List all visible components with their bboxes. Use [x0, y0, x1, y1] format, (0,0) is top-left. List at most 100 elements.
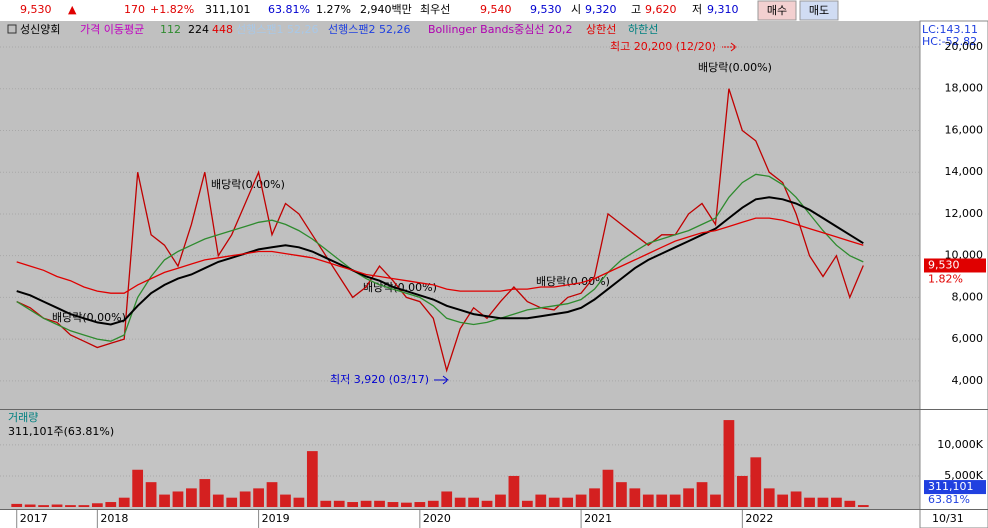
volume-bar — [763, 488, 775, 507]
volume-bar — [804, 497, 815, 507]
low: 9,310 — [707, 3, 739, 16]
volume-bar — [495, 494, 506, 507]
last-price-box — [924, 258, 986, 273]
volume-bar — [186, 488, 197, 507]
volume-bar — [669, 494, 681, 507]
volume-subtitle: 311,101주(63.81%) — [8, 425, 114, 438]
volume-bar — [199, 479, 211, 507]
volume-bar — [508, 475, 520, 507]
y-tick-label: 16,000 — [945, 123, 984, 136]
volume-bar — [857, 505, 869, 507]
volume-bar — [602, 469, 614, 507]
volume-bar — [172, 491, 184, 507]
ma-line — [16, 196, 864, 326]
x-tick-label: 2020 — [423, 512, 451, 525]
sell-label[interactable]: 매도 — [809, 4, 829, 17]
dividend-note: 배당락(0.00%) — [211, 178, 285, 191]
volume-bar — [790, 491, 802, 507]
legend-entry: 448 — [212, 23, 233, 36]
y-tick-label: 18,000 — [945, 82, 984, 95]
legend-upper: 상한선 — [586, 23, 616, 36]
volume-bar — [656, 494, 668, 507]
last-price-pct: 1.82% — [928, 272, 963, 285]
sell-button[interactable] — [799, 0, 839, 21]
change-pct: +1.82% — [150, 3, 194, 16]
volume-bar — [360, 500, 372, 507]
low-label: 저 — [692, 3, 702, 16]
hc-label: HC:-52.82 — [922, 35, 977, 48]
volume-bar — [145, 482, 157, 507]
volume-bar — [78, 505, 90, 507]
volume-bar — [562, 497, 574, 507]
open: 9,320 — [585, 3, 617, 16]
volume-bar — [24, 504, 36, 507]
volume-bar — [468, 497, 479, 507]
x-tick-label: 2017 — [20, 512, 48, 525]
volume-bar — [616, 482, 627, 507]
volume: 311,101 — [205, 3, 251, 16]
ma-line — [16, 173, 864, 342]
dividend-note: 배당락(0.00%) — [363, 281, 437, 294]
volume-bar — [212, 494, 224, 507]
price: 9,530 — [20, 3, 52, 16]
bid: 9,530 — [530, 3, 562, 16]
volume-bar — [683, 488, 694, 507]
volume-bar — [118, 497, 130, 507]
ask: 9,540 — [480, 3, 512, 16]
volume-bar — [548, 497, 560, 507]
volume-bar — [239, 491, 251, 507]
legend-entry: 112 — [160, 23, 181, 36]
open-label: 시 — [571, 3, 581, 16]
x-tick-label: 2021 — [584, 512, 612, 525]
y-tick-label: 10,000K — [937, 438, 983, 451]
high-label: 고 — [631, 3, 641, 16]
volume-bar — [401, 502, 412, 507]
volume-bar — [280, 494, 291, 507]
volume-bar — [374, 500, 385, 507]
volume-bar — [521, 500, 533, 507]
ma-line — [16, 217, 864, 294]
volume-bar — [226, 497, 238, 507]
last-price-label: 9,530 — [928, 258, 960, 271]
y-tick-label: 8,000 — [952, 290, 984, 303]
volume-ratio: 63.81% — [268, 3, 310, 16]
right-axis — [919, 20, 988, 528]
x-tick-label: 2018 — [100, 512, 128, 525]
volume-bar — [736, 475, 748, 507]
y-tick-label: 6,000 — [952, 332, 984, 345]
volume-bar — [132, 469, 144, 507]
volume-bar — [253, 488, 264, 507]
volume-bar — [575, 494, 587, 507]
volume-bar — [535, 494, 547, 507]
volume-bar — [91, 503, 103, 507]
legend-ma: 가격 이동평균 — [80, 23, 144, 36]
dividend-note: 배당락(0.00%) — [698, 61, 772, 74]
buy-label[interactable]: 매수 — [767, 4, 787, 17]
last-volume-label: 311,101 — [928, 480, 974, 493]
volume-bar — [750, 457, 762, 507]
volume-bar — [844, 500, 856, 507]
price-line — [16, 88, 864, 373]
legend: 성신양회 가격 이동평균 선행스팬1 52,26 선행스팬2 52,26 Bol… — [7, 22, 658, 36]
y-tick-label: 10,000 — [945, 249, 984, 262]
volume-bar — [293, 497, 305, 507]
buy-button[interactable] — [757, 0, 797, 21]
volume-bar — [817, 497, 829, 507]
volume-bar — [831, 497, 842, 507]
volume-bar — [333, 500, 345, 507]
volume-bar — [38, 505, 49, 507]
change: 170 — [124, 3, 145, 16]
y-tick-label: 4,000 — [952, 374, 984, 387]
low-arrow — [434, 375, 449, 385]
volume-bar — [347, 502, 359, 507]
y-tick-label: 12,000 — [945, 207, 984, 220]
last-volume-box — [924, 480, 986, 495]
price-panel — [0, 21, 920, 409]
header: 9,530 ▲ 170 +1.82% 311,101 63.81% 1.27% … — [20, 0, 839, 21]
volume-bar — [414, 502, 426, 507]
volume-bar — [266, 482, 278, 507]
high: 9,620 — [645, 3, 677, 16]
volume-bar — [306, 451, 318, 507]
x-end-label: 10/31 — [932, 512, 964, 525]
low-note: 최저 3,920 (03/17) — [330, 373, 429, 386]
